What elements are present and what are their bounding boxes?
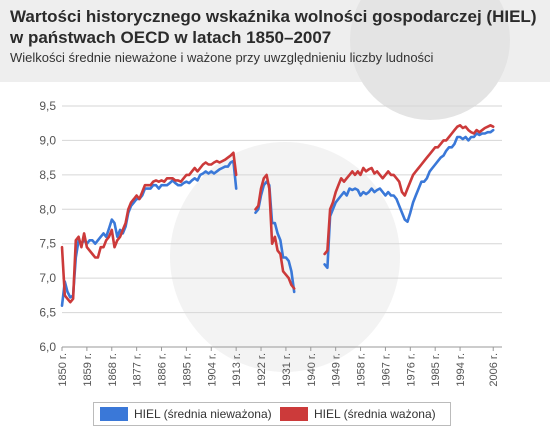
x-tick-label: 1931 r.	[281, 353, 293, 387]
x-tick-label: 2006 r.	[488, 353, 500, 387]
y-tick-label: 9,0	[39, 133, 56, 147]
x-tick-label: 1895 r.	[181, 353, 193, 387]
x-tick-label: 1958 r.	[356, 353, 368, 387]
y-tick-label: 7,5	[39, 237, 56, 251]
x-tick-label: 1985 r.	[430, 353, 442, 387]
x-tick-label: 1976 r.	[405, 353, 417, 387]
y-tick-label: 7,0	[39, 271, 56, 285]
legend: HIEL (średnia nieważona) HIEL (średnia w…	[93, 402, 451, 426]
chart-header: Wartości historycznego wskaźnika wolnośc…	[0, 0, 550, 120]
series-weighted-line	[254, 173, 296, 290]
series-unweighted-line	[60, 159, 238, 307]
x-tick-label: 1886 r.	[157, 353, 169, 387]
y-tick-label: 8,5	[39, 168, 56, 182]
legend-label-weighted: HIEL (średnia ważona)	[314, 407, 436, 421]
legend-label-unweighted: HIEL (średnia nieważona)	[134, 407, 272, 421]
line-chart: 6,0 6,5 7,0 7,5 8,0 8,5 9,0 9,5 1850 r. 1859 r. 18…	[39, 99, 502, 387]
y-tick-label: 6,0	[39, 340, 56, 354]
x-tick-label: 1922 r.	[256, 353, 268, 387]
x-tick-label: 1850 r.	[57, 353, 69, 387]
series-unweighted-line	[254, 180, 296, 294]
chart-subtitle: Wielkości średnie nieważone i ważone prz…	[10, 50, 434, 65]
chart-title: Wartości historycznego wskaźnika wolnośc…	[10, 7, 537, 47]
x-tick-label: 1913 r.	[231, 353, 243, 387]
plot-area: 6,0 6,5 7,0 7,5 8,0 8,5 9,0 9,5 1850 r. 1859 r. 18…	[0, 82, 550, 447]
x-tick-label: 1868 r.	[107, 353, 119, 387]
x-tick-label: 1949 r.	[331, 353, 343, 387]
legend-swatch-weighted	[280, 407, 308, 421]
y-tick-label: 6,5	[39, 306, 56, 320]
x-tick-label: 1904 r.	[206, 353, 218, 387]
x-tick-label: 1940 r.	[306, 353, 318, 387]
y-tick-label: 9,5	[39, 99, 56, 113]
legend-swatch-unweighted	[100, 407, 128, 421]
series-unweighted-line	[323, 128, 495, 270]
x-tick-label: 1967 r.	[380, 353, 392, 387]
x-tick-label: 1877 r.	[132, 353, 144, 387]
legend-item-weighted: HIEL (średnia ważona)	[280, 406, 436, 422]
y-tick-label: 8,0	[39, 202, 56, 216]
series-weighted-line	[60, 151, 238, 304]
series-weighted-line	[323, 124, 495, 256]
x-tick-label: 1859 r.	[82, 353, 94, 387]
x-tick-label: 1994 r.	[455, 353, 467, 387]
legend-item-unweighted: HIEL (średnia nieważona)	[100, 406, 272, 422]
